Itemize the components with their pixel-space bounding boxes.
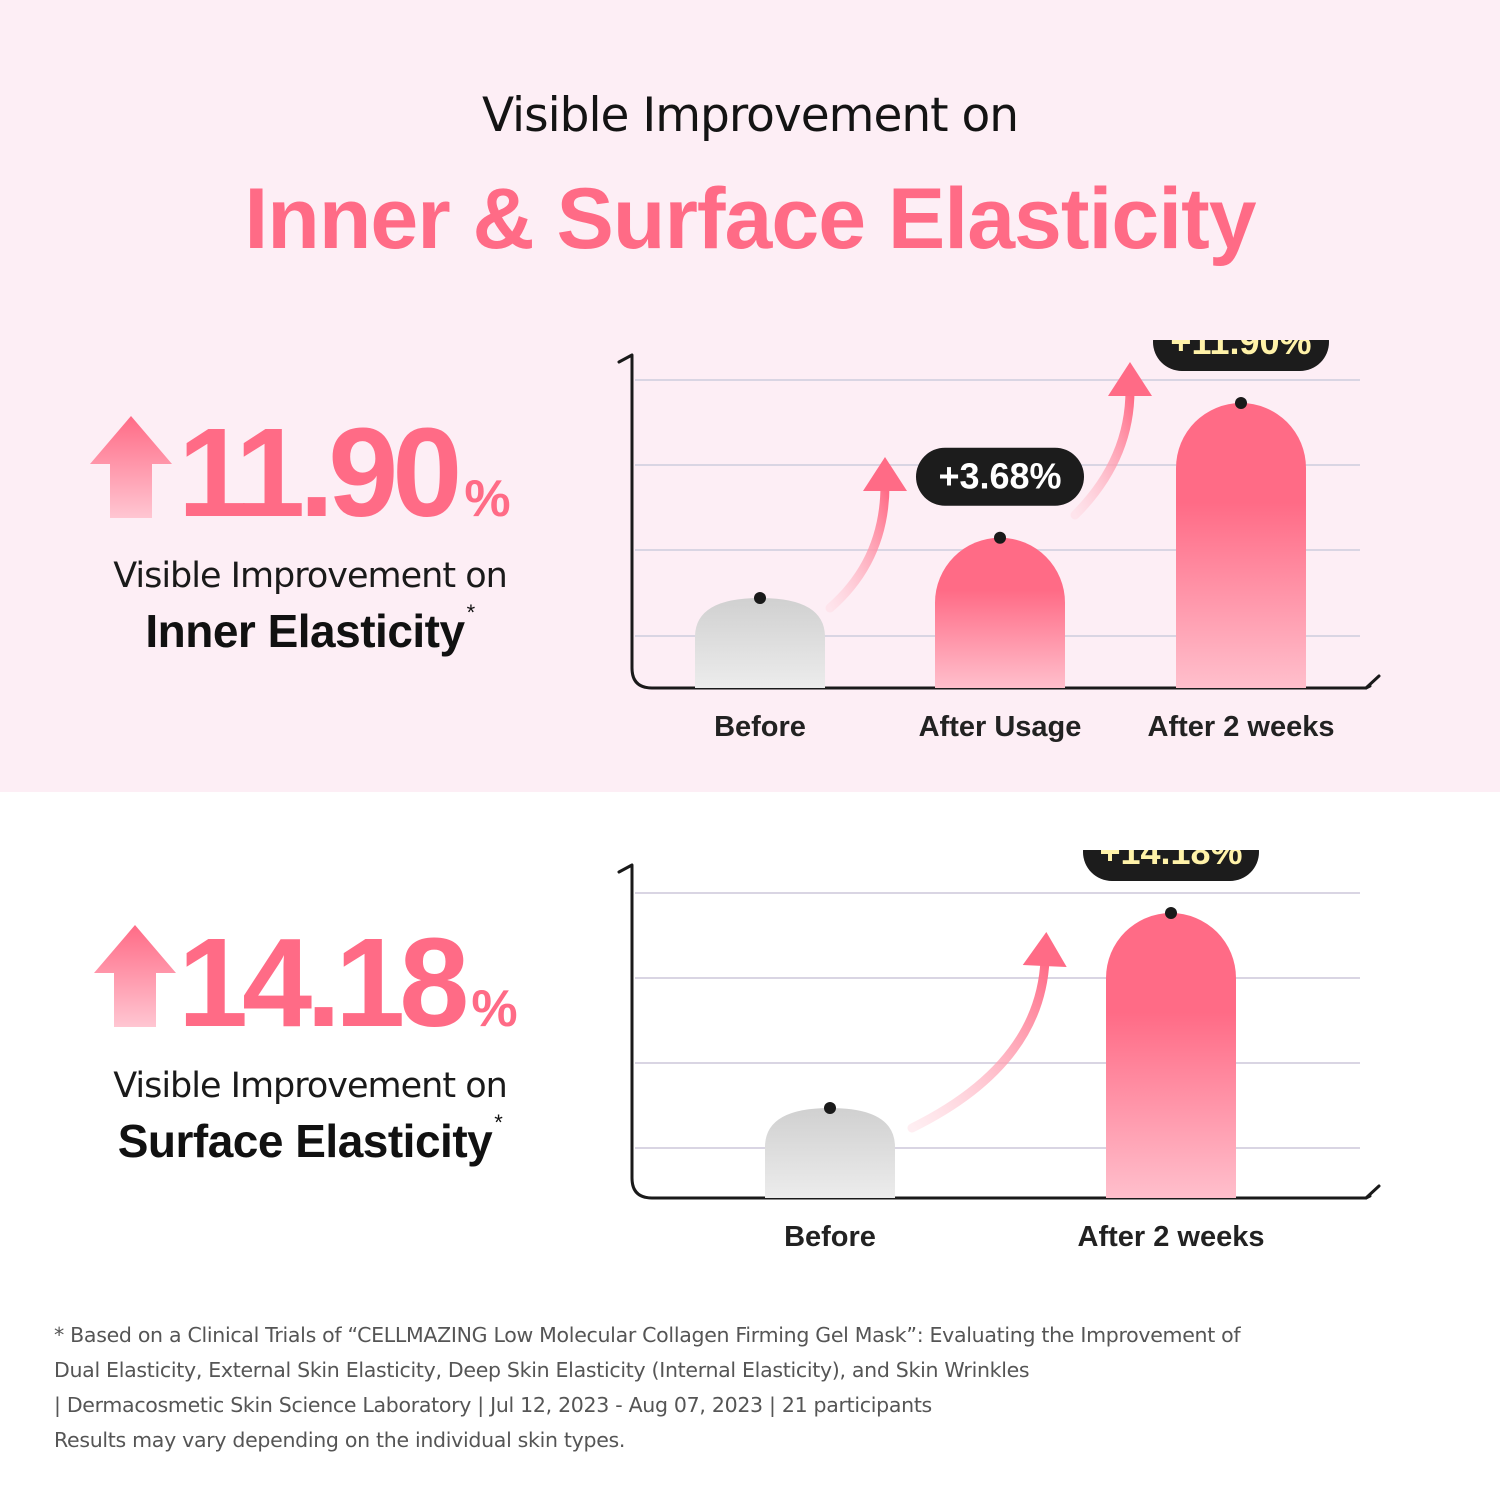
headline-line-2: Inner & Surface Elasticity	[244, 171, 1256, 267]
bar-after-usage	[935, 537, 1065, 688]
category-label: Before	[784, 1221, 876, 1253]
surface-stat-unit: %	[471, 980, 518, 1038]
headline-line-1: Visible Improvement on	[481, 88, 1019, 143]
surface-elasticity-chart: Before After 2 weeks +14.18%	[617, 850, 1381, 1253]
value-badge	[1083, 850, 1259, 881]
inner-stat-label: Visible Improvement on	[113, 556, 508, 596]
bar-top-dot	[994, 531, 1006, 544]
footnote: * Based on a Clinical Trials of “CELLMAZ…	[54, 1318, 1454, 1458]
up-arrow-icon	[90, 416, 172, 518]
growth-arrow	[907, 955, 1050, 1133]
footnote-line: Results may vary depending on the indivi…	[54, 1428, 626, 1452]
footnote-line: * Based on a Clinical Trials of “CELLMAZ…	[54, 1323, 1241, 1347]
bar-after-2-weeks	[1176, 403, 1306, 688]
chart-axes	[617, 353, 1372, 690]
growth-arrow	[1070, 385, 1135, 520]
bar-top-dot	[1235, 397, 1247, 409]
bar-before	[765, 1108, 895, 1198]
value-badge	[1153, 340, 1329, 371]
category-label: After 2 weeks	[1148, 711, 1335, 743]
footnote-line: | Dermacosmetic Skin Science Laboratory …	[54, 1393, 932, 1417]
surface-asterisk: *	[494, 1110, 503, 1135]
value-label: +11.90%	[1170, 340, 1311, 362]
up-arrow-icon	[94, 925, 176, 1027]
inner-stat-unit: %	[464, 470, 511, 528]
category-label: Before	[714, 711, 806, 743]
inner-asterisk: *	[466, 600, 476, 625]
surface-stat-value: 14.18%	[178, 910, 518, 1055]
bar-top-dot	[1165, 907, 1177, 919]
growth-arrow	[825, 480, 890, 613]
growth-arrow-head	[863, 457, 907, 491]
inner-stat-number: 11.90	[178, 402, 462, 543]
category-label: After Usage	[919, 711, 1082, 743]
footnote-line: Dual Elasticity, External Skin Elasticit…	[54, 1358, 1030, 1382]
value-label: +14.18%	[1099, 850, 1242, 872]
growth-arrow-head	[1108, 362, 1152, 396]
axis-arrow	[1364, 1184, 1381, 1200]
surface-stat-title-text: Surface Elasticity	[117, 1115, 493, 1167]
inner-stat-value: 11.90%	[178, 400, 511, 545]
value-label: +3.68%	[938, 456, 1061, 497]
value-badge	[916, 447, 1084, 506]
surface-stat-label: Visible Improvement on	[113, 1066, 508, 1106]
growth-arrow-head	[1022, 932, 1067, 968]
bar-top-dot	[754, 592, 766, 604]
inner-elasticity-chart: Before After Usage +3.68% After 2 weeks +11.…	[617, 340, 1381, 743]
bar-before	[695, 598, 825, 688]
axis-arrow	[1364, 674, 1381, 690]
inner-stat-title-text: Inner Elasticity	[145, 605, 465, 657]
bar-top-dot	[824, 1102, 836, 1114]
bar-after-2-weeks	[1106, 913, 1236, 1198]
category-label: After 2 weeks	[1078, 1221, 1265, 1253]
surface-stat-title: Surface Elasticity*	[0, 1110, 620, 1168]
chart-axes	[617, 863, 1372, 1200]
inner-stat-title: Inner Elasticity*	[0, 600, 620, 658]
surface-stat-number: 14.18	[178, 912, 469, 1053]
